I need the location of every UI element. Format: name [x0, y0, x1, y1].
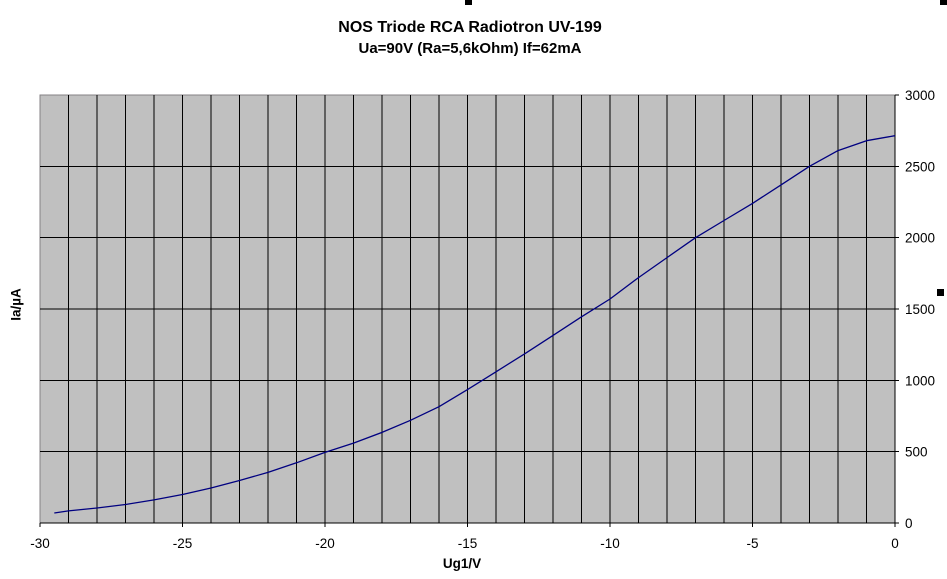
selection-handle-right-middle[interactable]: [937, 289, 944, 296]
chart-title-line2: Ua=90V (Ra=5,6kOhm) If=62mA: [358, 40, 582, 57]
x-tick-label: -25: [173, 536, 193, 551]
x-tick-label: 0: [891, 536, 899, 551]
x-tick-label: -20: [315, 536, 335, 551]
data-series-line: [54, 135, 896, 514]
y-tick-label: 3000: [905, 88, 935, 103]
y-tick-label: 0: [905, 516, 913, 531]
y-axis-title: Ia/µA: [8, 288, 24, 321]
x-tick-label: -10: [600, 536, 620, 551]
selection-handle-top-center[interactable]: [465, 0, 472, 5]
y-tick-label: 2000: [905, 231, 935, 246]
x-tick-label: -30: [30, 536, 50, 551]
x-axis-title: Ug1/V: [442, 556, 482, 571]
y-tick-label: 2500: [905, 159, 935, 174]
selection-handle-top-right[interactable]: [940, 0, 947, 5]
y-tick-label: 1500: [905, 302, 935, 317]
chart-title: NOS Triode RCA Radiotron UV-199 Ua=90V (…: [0, 17, 940, 59]
chart-title-line1: NOS Triode RCA Radiotron UV-199: [338, 19, 602, 36]
y-tick-label: 500: [905, 445, 928, 460]
y-tick-label: 1000: [905, 373, 935, 388]
x-tick-label: -5: [746, 536, 758, 551]
x-tick-label: -15: [458, 536, 478, 551]
